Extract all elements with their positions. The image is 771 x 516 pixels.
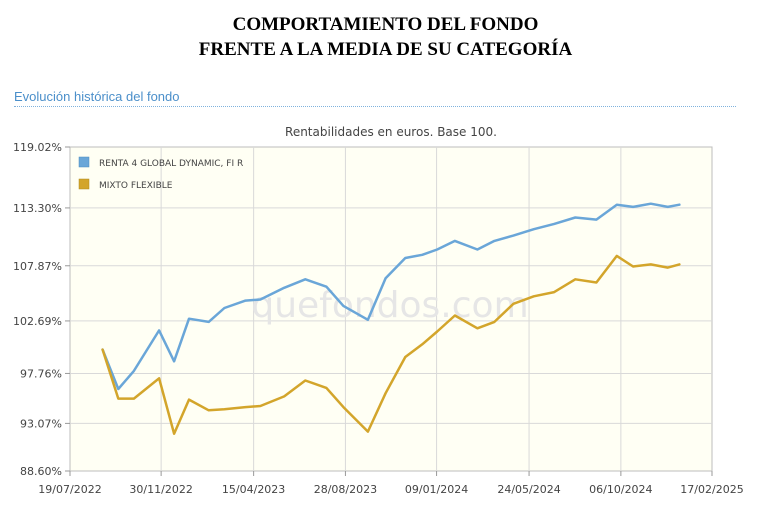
- x-tick-label: 06/10/2024: [589, 483, 652, 496]
- chart-title: Rentabilidades en euros. Base 100.: [285, 125, 497, 139]
- series-group: [101, 202, 681, 435]
- y-tick-label: 119.02%: [13, 141, 62, 154]
- section-header: Evolución histórica del fondo: [14, 89, 736, 107]
- watermark-text: quefondos.com: [251, 285, 528, 326]
- grid: [70, 147, 712, 471]
- legend-label-category: MIXTO FLEXIBLE: [99, 181, 173, 191]
- legend-swatch-fund: [78, 156, 90, 168]
- title-line-2: FRENTE A LA MEDIA DE SU CATEGORÍA: [198, 39, 573, 60]
- x-tick-label: 17/02/2025: [680, 483, 743, 496]
- legend-swatch-category: [78, 178, 90, 190]
- y-tick-label: 88.60%: [20, 465, 62, 478]
- y-tick-label: 97.76%: [20, 367, 62, 380]
- y-tick-label: 93.07%: [20, 417, 62, 430]
- x-tick-label: 24/05/2024: [497, 483, 560, 496]
- x-tick-label: 09/01/2024: [405, 483, 468, 496]
- x-tick-label: 19/07/2022: [38, 483, 101, 496]
- x-tick-label: 15/04/2023: [222, 483, 285, 496]
- x-tick-label: 28/08/2023: [314, 483, 377, 496]
- legend-label-fund: RENTA 4 GLOBAL DYNAMIC, FI R: [99, 159, 243, 169]
- x-tick-label: 30/11/2022: [129, 483, 192, 496]
- y-tick-label: 102.69%: [13, 315, 62, 328]
- title-line-1: COMPORTAMIENTO DEL FONDO: [232, 14, 539, 35]
- series-line-category: [101, 254, 681, 435]
- axis-ticks: 119.02% 113.30% 107.87% 102.69% 97.76% 93.07%…: [13, 141, 744, 496]
- y-tick-label: 113.30%: [13, 202, 62, 215]
- plot-area: [69, 146, 713, 472]
- y-tick-label: 107.87%: [13, 260, 62, 273]
- page-title: COMPORTAMIENTO DEL FONDO FRENTE A LA MED…: [0, 12, 771, 62]
- series-line-fund: [101, 202, 681, 391]
- legend: RENTA 4 GLOBAL DYNAMIC, FI R MIXTO FLEXI…: [78, 156, 243, 191]
